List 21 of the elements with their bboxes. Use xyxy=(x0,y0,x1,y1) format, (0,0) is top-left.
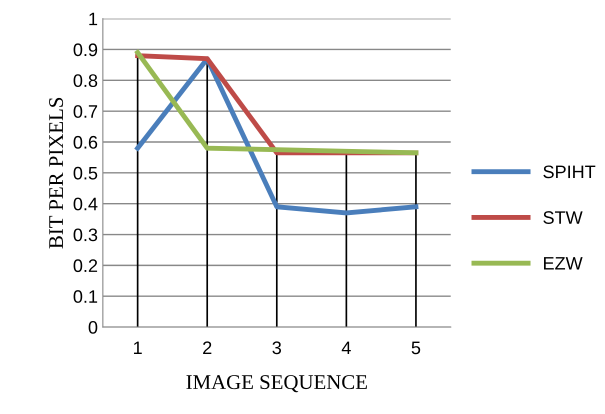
y-tick-label: 1 xyxy=(89,12,98,26)
y-tick-label: 0.7 xyxy=(74,105,98,118)
y-tick-label: 0.2 xyxy=(74,259,98,272)
y-tick-label: 0.5 xyxy=(74,166,98,180)
legend-label: SPIHT xyxy=(543,165,596,178)
x-tick-label: 2 xyxy=(203,341,212,354)
x-tick-label: 4 xyxy=(342,342,351,354)
x-tick-label: 5 xyxy=(412,342,420,354)
legend-label: EZW xyxy=(544,257,583,270)
y-tick-label: 0.8 xyxy=(74,74,98,88)
y-tick-label: 0.6 xyxy=(74,136,98,149)
x-tick-label: 3 xyxy=(272,341,282,354)
y-axis-title: BIT PER PIXELS xyxy=(49,98,64,248)
x-tick-label: 1 xyxy=(134,342,142,354)
y-tick-label: 0.9 xyxy=(74,43,98,56)
y-tick-label: 0.1 xyxy=(74,290,98,303)
y-tick-label: 0 xyxy=(88,320,98,334)
x-axis-title: IMAGE SEQUENCE xyxy=(186,375,367,392)
y-tick-label: 0.3 xyxy=(74,228,98,242)
legend-label: STW xyxy=(543,211,583,224)
y-tick-label: 0.4 xyxy=(74,198,98,210)
